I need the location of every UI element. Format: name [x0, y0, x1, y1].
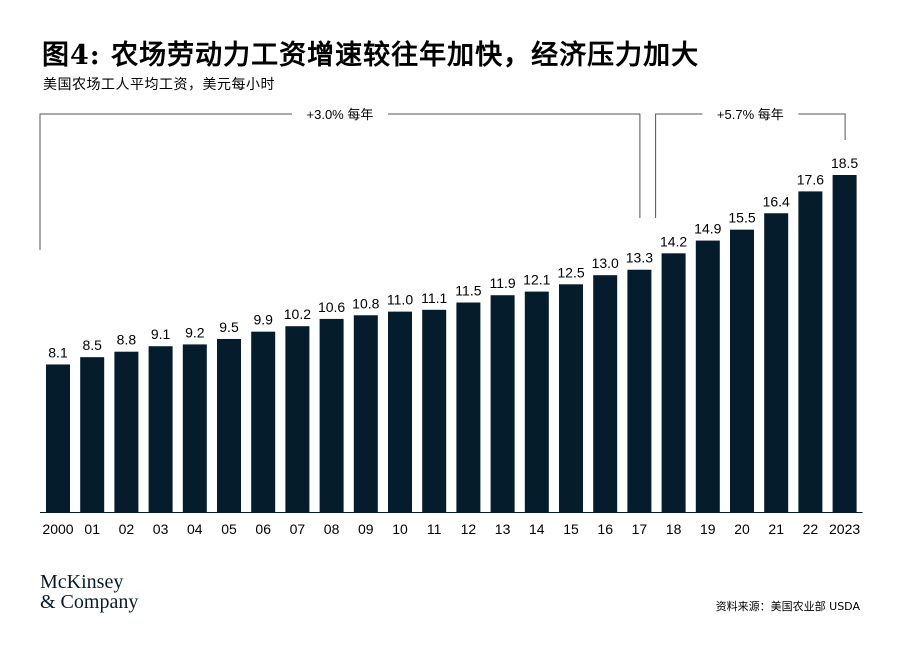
bar-value-label: 17.6 — [797, 171, 824, 187]
logo-line-1: McKinsey — [40, 571, 124, 593]
bar-value-label: 10.6 — [318, 299, 345, 315]
bar — [490, 295, 515, 512]
x-tick-label: 01 — [84, 521, 100, 537]
bar-value-label: 10.2 — [284, 306, 311, 322]
x-tick-label: 19 — [700, 521, 716, 537]
logo-line-2: & Company — [40, 591, 139, 613]
bar — [148, 346, 173, 512]
x-tick-label: 14 — [529, 521, 545, 537]
bar — [182, 344, 207, 512]
bar — [524, 291, 549, 512]
bar — [832, 175, 857, 512]
bar-value-label: 16.4 — [763, 193, 790, 209]
mckinsey-logo: McKinsey & Company — [40, 572, 138, 612]
x-tick-label: 05 — [221, 521, 237, 537]
bar-value-label: 9.2 — [185, 324, 205, 340]
x-tick-label: 04 — [187, 521, 203, 537]
bar-value-label: 8.5 — [82, 337, 102, 353]
growth-bracket — [39, 113, 641, 250]
bar-value-label: 14.2 — [660, 233, 687, 249]
bar — [730, 229, 754, 512]
bar-value-label: 12.1 — [523, 272, 550, 288]
x-tick-label: 10 — [392, 521, 408, 537]
x-tick-label: 16 — [597, 521, 613, 537]
bar-value-label: 13.0 — [592, 255, 619, 271]
x-tick-label: 20 — [734, 521, 750, 537]
x-tick-label: 22 — [803, 521, 819, 537]
bar — [559, 284, 583, 512]
bar-value-label: 10.8 — [352, 295, 379, 311]
chart-title: 图4: 农场劳动力工资增速较往年加快，经济压力加大 — [42, 40, 700, 71]
bar — [695, 240, 720, 513]
growth-annotation-label: +5.7% 每年 — [717, 107, 784, 122]
growth-bracket — [655, 113, 846, 218]
chart-subtitle: 美国农场工人平均工资，美元每小时 — [43, 77, 275, 93]
bar — [46, 364, 70, 512]
bar — [80, 357, 105, 512]
bar-value-label: 11.0 — [387, 292, 413, 308]
bar-value-label: 8.1 — [48, 344, 68, 360]
x-tick-label: 06 — [255, 521, 271, 537]
bar — [285, 326, 310, 512]
x-tick-label: 18 — [666, 521, 682, 537]
bar — [627, 269, 652, 512]
bar — [593, 275, 618, 512]
x-tick-label: 17 — [632, 521, 648, 537]
bar-value-label: 11.9 — [489, 275, 515, 291]
bar-value-label: 13.3 — [626, 250, 653, 266]
bar-value-label: 14.9 — [694, 221, 721, 237]
bar — [422, 309, 447, 512]
x-tick-label: 21 — [768, 521, 784, 537]
bar-value-label: 11.1 — [421, 290, 447, 306]
bar — [251, 331, 276, 512]
bar — [114, 351, 139, 512]
bar — [319, 318, 344, 512]
x-tick-label: 15 — [563, 521, 579, 537]
x-tick-label: 13 — [495, 521, 511, 537]
bar-value-label: 9.1 — [151, 326, 171, 342]
bar-value-label: 11.5 — [455, 283, 481, 299]
bar-value-label: 12.5 — [557, 264, 584, 280]
x-tick-label: 02 — [119, 521, 135, 537]
bar-value-label: 9.5 — [219, 319, 239, 335]
x-tick-label: 07 — [290, 521, 306, 537]
bar — [798, 191, 823, 512]
bar — [456, 302, 481, 512]
bar — [217, 338, 241, 512]
bar — [388, 311, 412, 512]
bar-value-label: 8.8 — [117, 332, 137, 348]
growth-annotation-label: +3.0% 每年 — [307, 107, 374, 122]
x-tick-label: 09 — [358, 521, 374, 537]
x-tick-label: 03 — [153, 521, 169, 537]
x-tick-label: 2000 — [42, 521, 73, 537]
bar — [353, 315, 378, 512]
bar-value-label: 18.5 — [831, 155, 858, 171]
source-note: 资料来源：美国农业部 USDA — [715, 600, 860, 613]
x-tick-label: 08 — [324, 521, 340, 537]
bar-value-label: 9.9 — [253, 312, 273, 328]
x-tick-label: 12 — [461, 521, 477, 537]
x-tick-label: 11 — [427, 521, 442, 537]
x-tick-label: 2023 — [829, 521, 860, 537]
bar-value-label: 15.5 — [728, 210, 755, 226]
bar — [661, 253, 686, 513]
bar — [764, 213, 789, 512]
